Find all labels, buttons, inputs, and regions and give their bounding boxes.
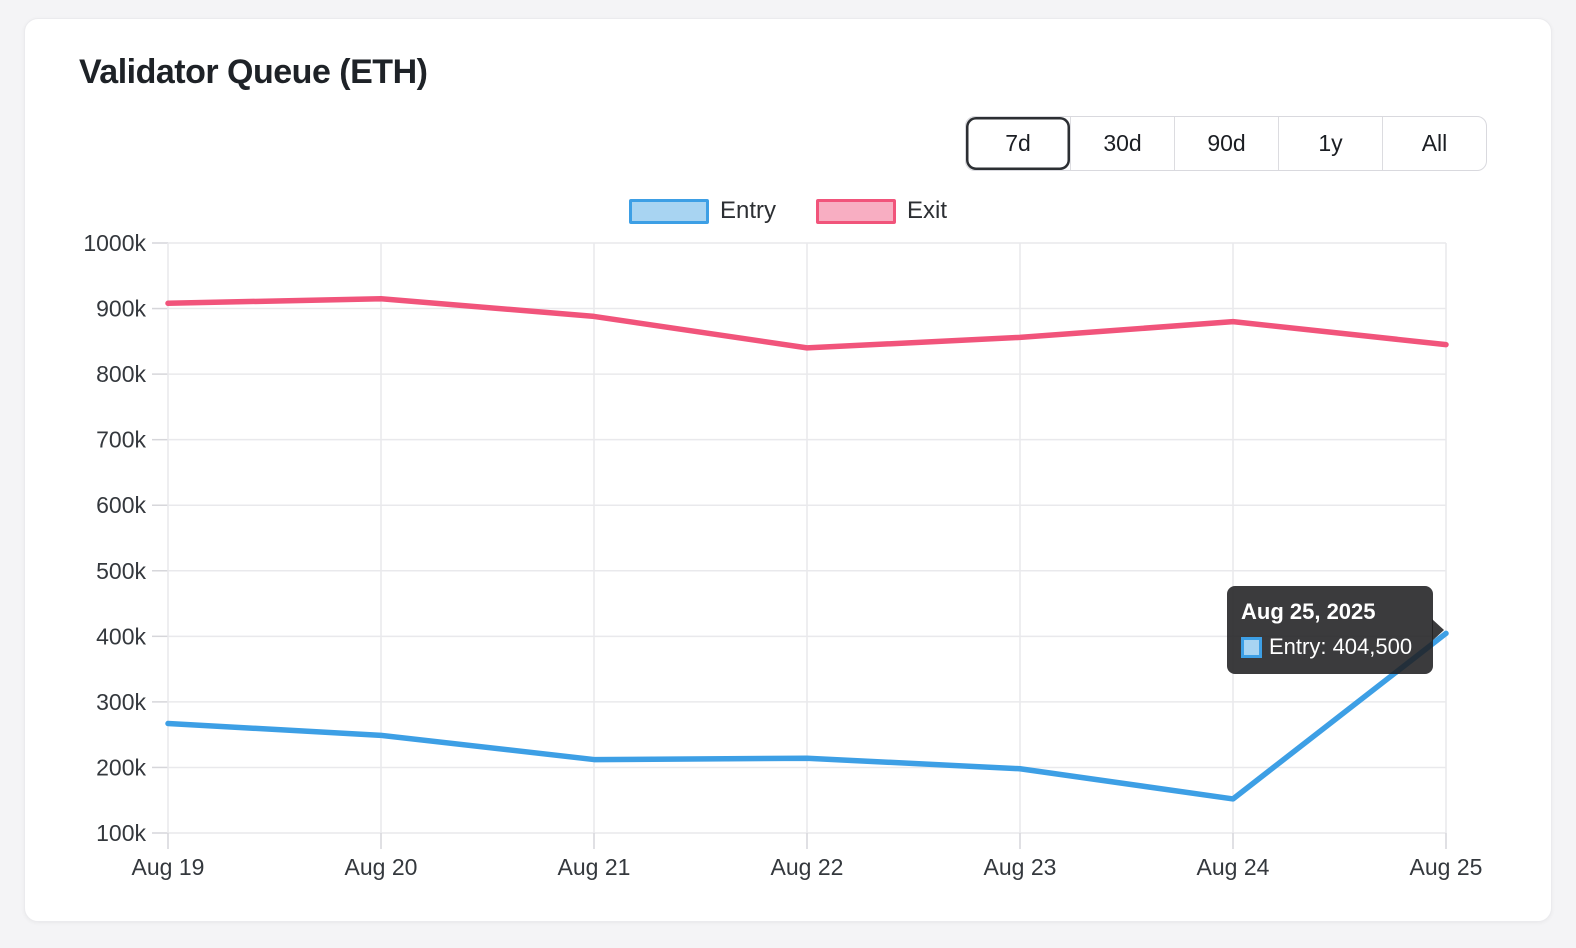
y-axis-tick-label: 200k bbox=[96, 754, 146, 780]
chart-card: Validator Queue (ETH) 7d 30d 90d 1y All bbox=[24, 18, 1552, 922]
legend-label-exit: Exit bbox=[907, 197, 948, 224]
y-axis-tick-label: 600k bbox=[96, 492, 146, 518]
x-axis-tick-label: Aug 21 bbox=[558, 854, 631, 880]
entry-line bbox=[165, 630, 1449, 802]
x-axis-tick-label: Aug 22 bbox=[771, 854, 844, 880]
time-range-button-90d[interactable]: 90d bbox=[1174, 117, 1278, 170]
x-axis-tick-label: Aug 19 bbox=[132, 854, 205, 880]
chart-tooltip: Aug 25, 2025 Entry: 404,500 bbox=[1227, 586, 1444, 674]
y-axis-tick-label: 100k bbox=[96, 820, 146, 846]
legend-item-entry[interactable]: Entry bbox=[628, 197, 776, 225]
x-axis-tick-label: Aug 25 bbox=[1410, 854, 1483, 880]
chart-legend: Entry Exit bbox=[24, 197, 1552, 225]
x-axis-tick-label: Aug 24 bbox=[1197, 854, 1270, 880]
exit-legend-swatch-icon bbox=[816, 198, 896, 224]
y-axis-tick-label: 300k bbox=[96, 689, 146, 715]
x-axis-tick-label: Aug 23 bbox=[984, 854, 1057, 880]
x-axis-tick-label: Aug 20 bbox=[345, 854, 418, 880]
y-axis-tick-label: 700k bbox=[96, 427, 146, 453]
tooltip-row: Entry: 404,500 bbox=[1241, 634, 1419, 660]
y-axis-tick-label: 500k bbox=[96, 558, 146, 584]
page-title: Validator Queue (ETH) bbox=[79, 53, 428, 91]
time-range-button-all[interactable]: All bbox=[1382, 117, 1486, 170]
time-range-button-30d[interactable]: 30d bbox=[1070, 117, 1174, 170]
time-range-button-7d[interactable]: 7d bbox=[966, 117, 1070, 170]
tooltip-title: Aug 25, 2025 bbox=[1241, 599, 1376, 624]
time-range-group: 7d 30d 90d 1y All bbox=[965, 116, 1487, 171]
y-axis-tick-label: 800k bbox=[96, 361, 146, 387]
tooltip-caret-icon bbox=[1432, 619, 1444, 641]
legend-label-entry: Entry bbox=[719, 197, 776, 224]
y-axis-tick-label: 1000k bbox=[83, 230, 146, 256]
time-range-button-1y[interactable]: 1y bbox=[1278, 117, 1382, 170]
tooltip-value: Entry: 404,500 bbox=[1269, 634, 1413, 659]
y-axis-tick-label: 400k bbox=[96, 623, 146, 649]
tooltip-entry-swatch-icon bbox=[1241, 636, 1262, 658]
y-axis-tick-label: 900k bbox=[96, 296, 146, 322]
exit-line bbox=[165, 295, 1449, 351]
legend-item-exit[interactable]: Exit bbox=[816, 197, 947, 225]
entry-legend-swatch-icon bbox=[628, 198, 709, 224]
